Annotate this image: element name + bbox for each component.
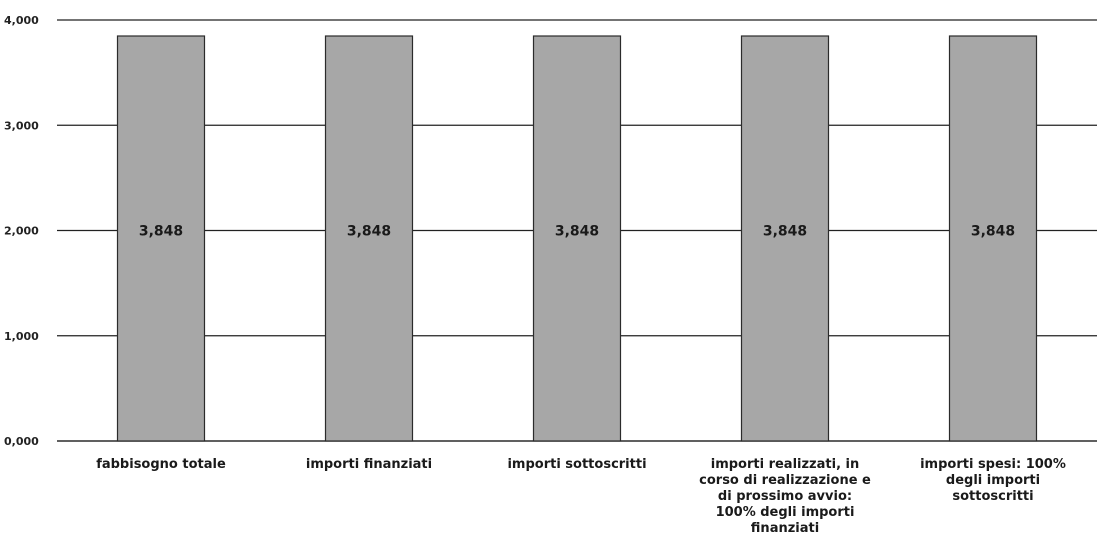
bar bbox=[532, 35, 622, 442]
x-category-label: importi sottoscritti bbox=[507, 457, 646, 472]
x-category-label: importi realizzati, in corso di realizzaz… bbox=[699, 457, 871, 536]
data-label: 3,848 bbox=[139, 224, 183, 240]
labels: 0,000 1,000 2,000 3,000 4,000 3,848 fabbisogno… bbox=[4, 14, 1066, 536]
data-label: 3,848 bbox=[971, 224, 1015, 240]
y-tick-label: 0,000 bbox=[4, 435, 39, 448]
y-tick-label: 1,000 bbox=[4, 330, 39, 343]
y-tick-label: 4,000 bbox=[4, 14, 39, 27]
bar bbox=[948, 35, 1038, 442]
data-label: 3,848 bbox=[555, 224, 599, 240]
x-category-label: fabbisogno totale bbox=[96, 457, 226, 472]
x-category-label: importi finanziati bbox=[306, 457, 432, 472]
bar bbox=[740, 35, 830, 442]
bar bbox=[116, 35, 206, 442]
bars bbox=[116, 35, 1038, 442]
bar bbox=[324, 35, 414, 442]
x-category-label: importi spesi: 100% degli importi sottoscr… bbox=[920, 457, 1066, 504]
y-tick-label: 2,000 bbox=[4, 225, 39, 238]
data-label: 3,848 bbox=[763, 224, 807, 240]
y-tick-label: 3,000 bbox=[4, 119, 39, 132]
data-label: 3,848 bbox=[347, 224, 391, 240]
